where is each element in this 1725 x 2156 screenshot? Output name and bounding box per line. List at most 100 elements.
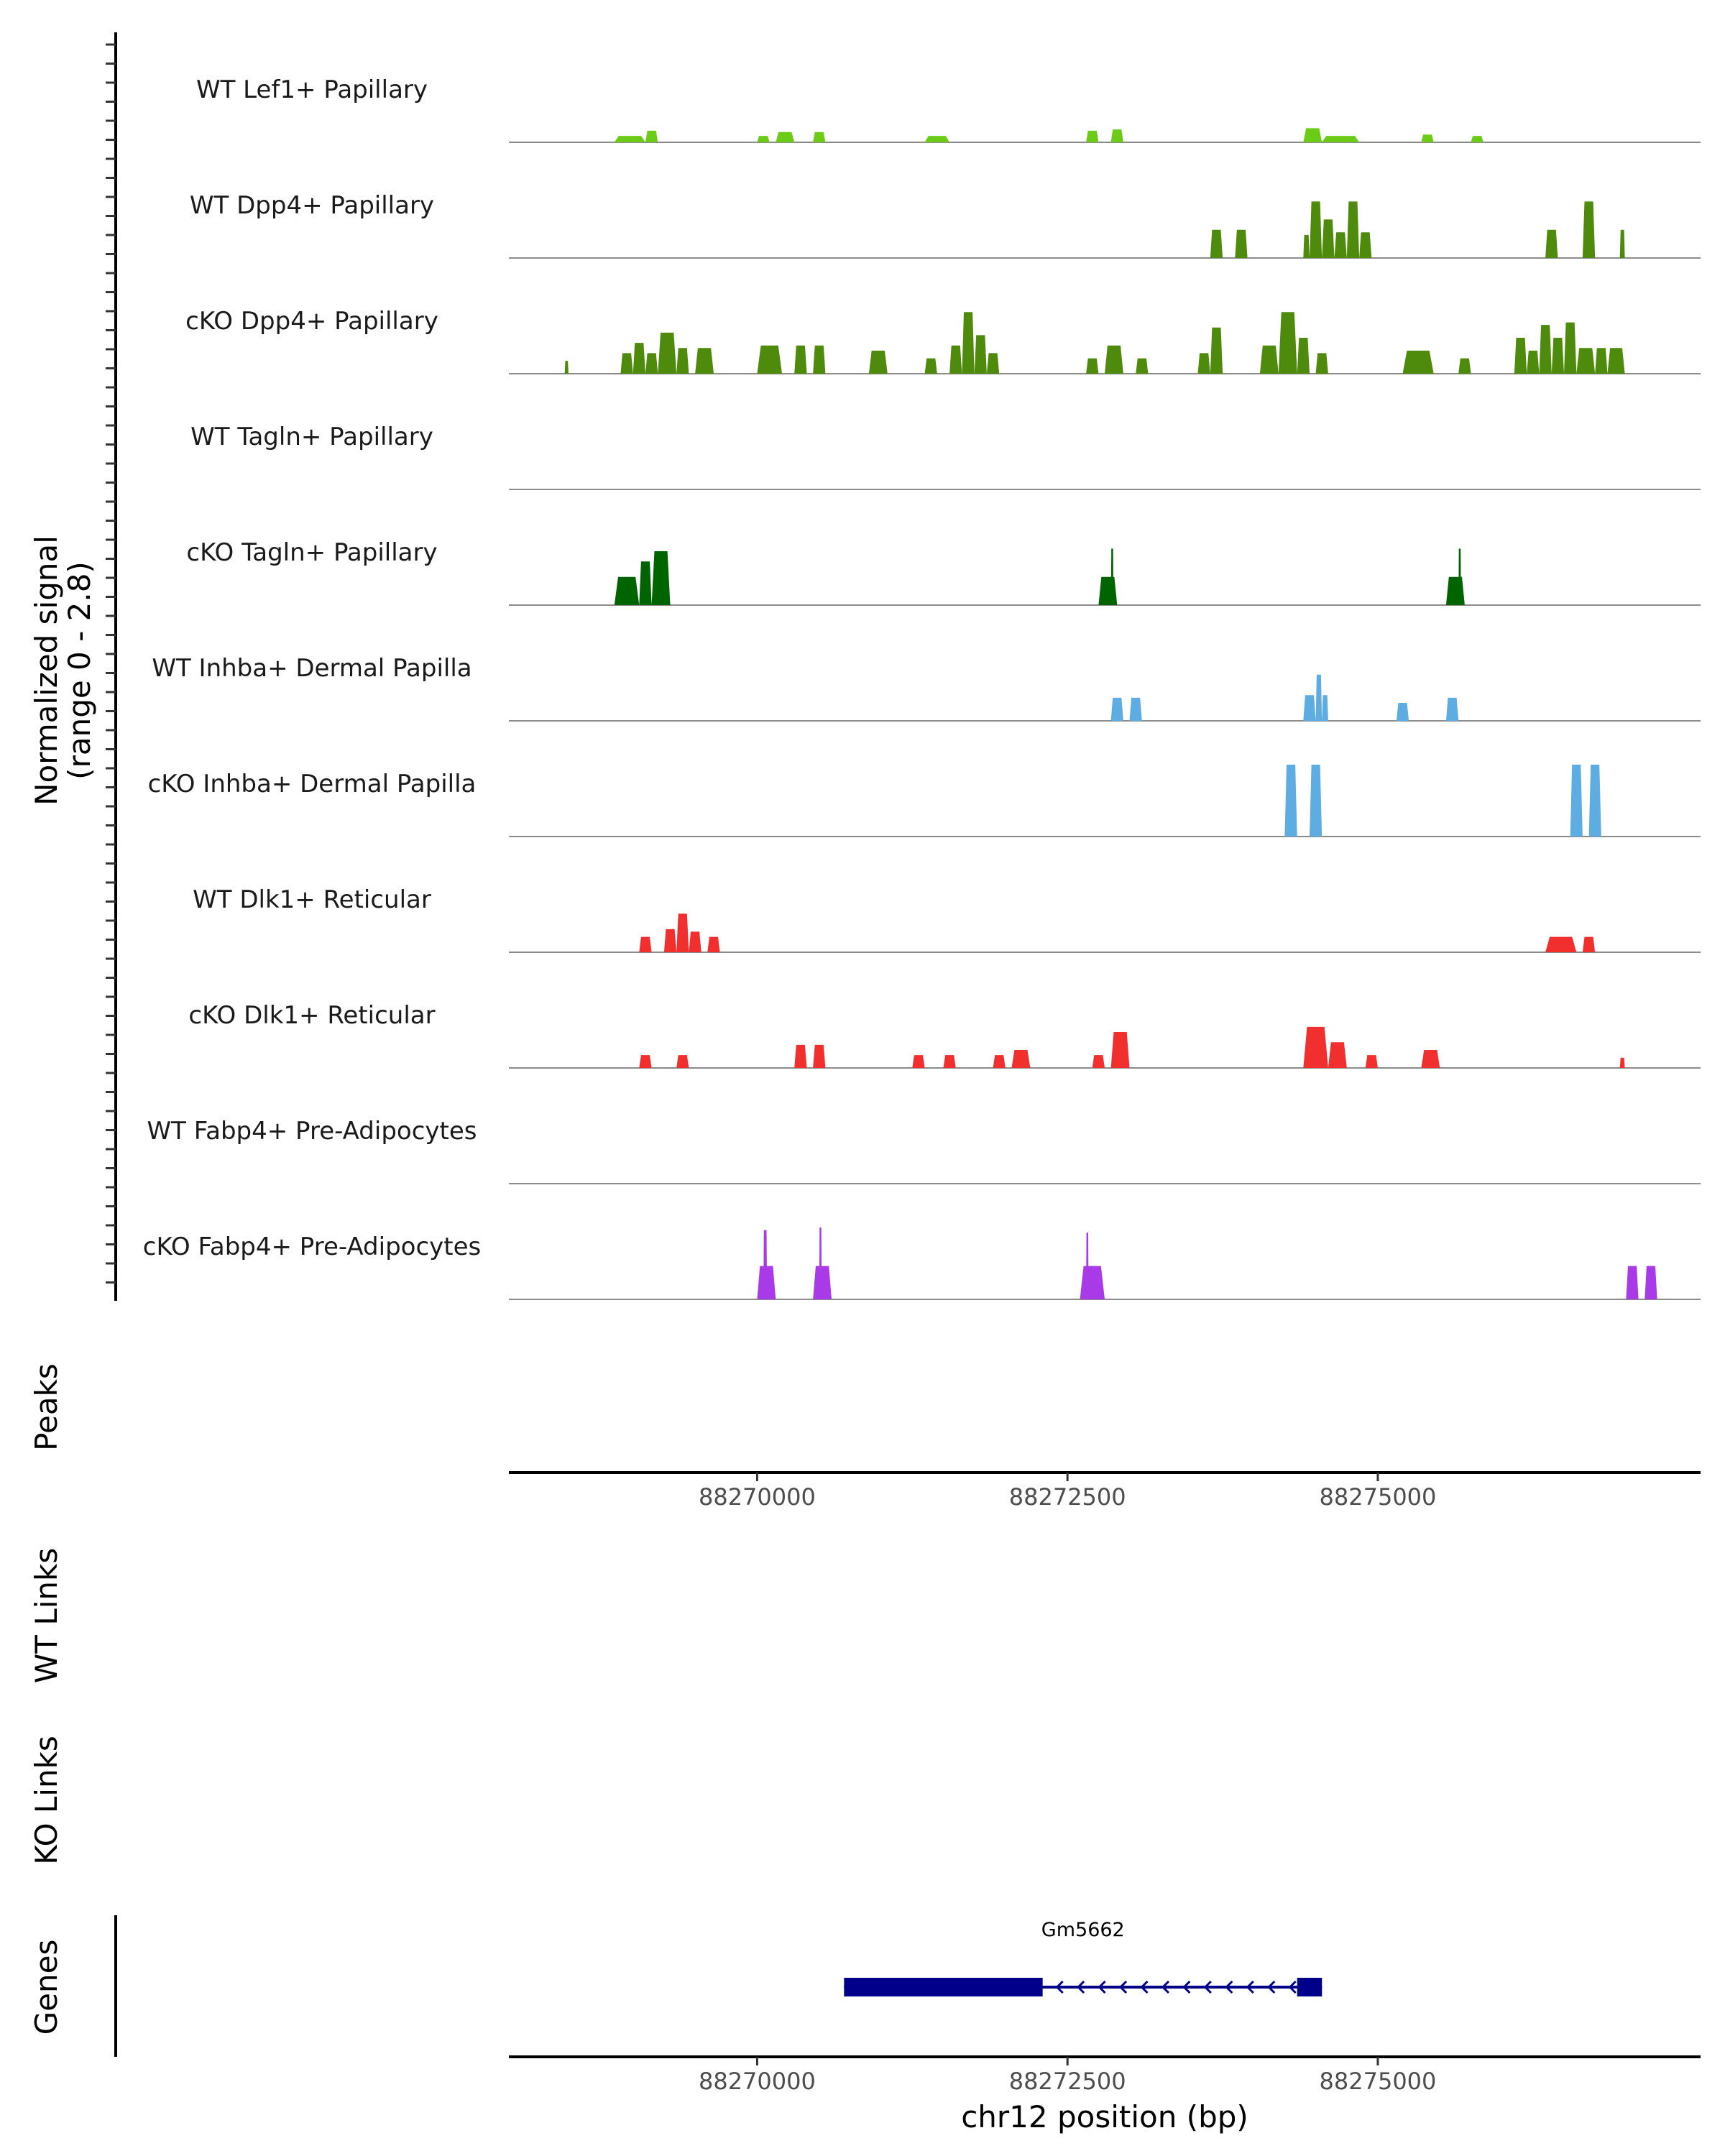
coverage-peak [1110, 1032, 1130, 1068]
coverage-peak [645, 353, 658, 374]
coverage-peak [707, 936, 720, 952]
peaks-x-ticks: 88270000 88272500 88275000 [699, 1473, 1436, 1511]
coverage-peak [1110, 129, 1123, 142]
track-label: cKO Inhba+ Dermal Papilla [148, 770, 477, 798]
track-label: cKO Dlk1+ Reticular [188, 1001, 435, 1030]
coverage-peak [1582, 201, 1596, 258]
coverage-peak [1365, 1055, 1378, 1068]
coverage-peak [1471, 136, 1484, 142]
coverage-peak [663, 929, 677, 952]
coverage-peak [1278, 312, 1297, 374]
strand-arrow [1098, 1980, 1106, 1994]
track-label: cKO Tagln+ Papillary [186, 538, 437, 567]
coverage-peak [1328, 1042, 1347, 1068]
coverage-peak [564, 361, 569, 374]
coverage-peak [868, 350, 888, 374]
coverage-peak [1396, 703, 1409, 721]
track-6: WT Inhba+ Dermal Papilla [152, 654, 1701, 722]
coverage-y-ticks [106, 43, 116, 1284]
coverage-peak [1315, 674, 1322, 721]
strand-arrow [1225, 1980, 1233, 1994]
coverage-peak [757, 136, 770, 142]
coverage-peak [676, 1055, 689, 1068]
coverage-peak [1607, 348, 1625, 374]
gene-exon [844, 1978, 1043, 1996]
coverage-peak [1086, 1233, 1089, 1299]
coverage-peak [1322, 695, 1328, 721]
coverage-peak [1322, 219, 1335, 258]
x-tick-label: 88275000 [1320, 1483, 1437, 1511]
track-5: cKO Tagln+ Papillary [186, 538, 1701, 606]
coverage-peak [1235, 229, 1248, 258]
coverage-tracks: WT Lef1+ Papillary WT Dpp4+ Papillary cKO … [143, 75, 1701, 1300]
track-2: WT Dpp4+ Papillary [190, 191, 1701, 259]
track-label: cKO Dpp4+ Papillary [185, 307, 438, 336]
coverage-peak [1359, 232, 1372, 258]
coverage-peak [1545, 936, 1577, 952]
coverage-peak [1322, 136, 1360, 142]
coverage-peak [658, 332, 677, 374]
coverage-peak [676, 348, 689, 374]
coverage-peak [924, 136, 950, 142]
coverage-peak [1098, 576, 1118, 605]
x-tick-label: 88272500 [1009, 1483, 1126, 1511]
coverage-peak [1310, 765, 1322, 837]
track-9: cKO Dlk1+ Reticular [188, 1001, 1701, 1069]
strand-arrow [1161, 1980, 1170, 1994]
coverage-peak [986, 353, 1000, 374]
coverage-peak [912, 1055, 925, 1068]
coverage-peak [757, 345, 782, 374]
coverage-peak [1259, 345, 1279, 374]
coverage-peak [1458, 358, 1471, 374]
coverage-peak [676, 913, 689, 952]
track-11: cKO Fabp4+ Pre-Adipocytes [143, 1227, 1701, 1300]
peaks-panel-title: Peaks [29, 1363, 64, 1451]
coverage-peak [813, 132, 826, 142]
coverage-peak [639, 1055, 652, 1068]
coverage-peak [1086, 358, 1099, 374]
genes-x-ticks: 88270000 88272500 88275000 [699, 2057, 1436, 2095]
track-8: WT Dlk1+ Reticular [193, 885, 1701, 953]
coverage-peak [819, 1227, 822, 1299]
coverage-peak [1551, 338, 1564, 374]
coverage-peak [1284, 765, 1297, 837]
gene-track: Gm5662 [844, 1919, 1322, 1996]
coverage-peak [1129, 697, 1142, 721]
track-label: WT Inhba+ Dermal Papilla [152, 654, 472, 683]
coverage-peak [776, 132, 795, 142]
strand-arrow [1288, 1980, 1297, 1994]
coverage-peak [1588, 765, 1601, 837]
track-label: cKO Fabp4+ Pre-Adipocytes [143, 1233, 482, 1261]
track-label: WT Dlk1+ Reticular [193, 885, 431, 914]
coverage-peak [614, 136, 645, 142]
strand-arrow [1055, 1980, 1064, 1994]
track-4: WT Tagln+ Papillary [190, 423, 1701, 490]
track-7: cKO Inhba+ Dermal Papilla [148, 765, 1701, 837]
coverage-peak [639, 936, 652, 952]
coverage-peak [1210, 229, 1223, 258]
coverage-peak [813, 1266, 832, 1299]
coverage-peak [993, 1055, 1006, 1068]
coverage-peak [962, 312, 975, 374]
coverage-peak [1080, 1266, 1105, 1299]
coverage-peak [1334, 232, 1347, 258]
strand-arrow [1267, 1980, 1276, 1994]
coverage-peak [1582, 936, 1596, 952]
x-tick-label: 88270000 [699, 2068, 816, 2095]
x-axis-title: chr12 position (bp) [961, 2099, 1248, 2134]
coverage-peak [620, 353, 633, 374]
track-label: WT Tagln+ Papillary [190, 423, 433, 451]
track-label: WT Lef1+ Papillary [196, 75, 428, 104]
y-axis-subtitle: (range 0 - 2.8) [62, 561, 97, 780]
coverage-peak [1564, 322, 1577, 374]
coverage-peak [949, 345, 962, 374]
coverage-peak [943, 1055, 956, 1068]
strand-arrow [1076, 1980, 1085, 1994]
coverage-peak [1303, 695, 1316, 721]
coverage-peak [639, 561, 652, 605]
coverage-peak [794, 345, 807, 374]
coverage-peak [1303, 128, 1322, 142]
track-1: WT Lef1+ Papillary [196, 75, 1701, 143]
coverage-peak [1421, 134, 1434, 142]
x-tick-label: 88275000 [1320, 2068, 1437, 2095]
